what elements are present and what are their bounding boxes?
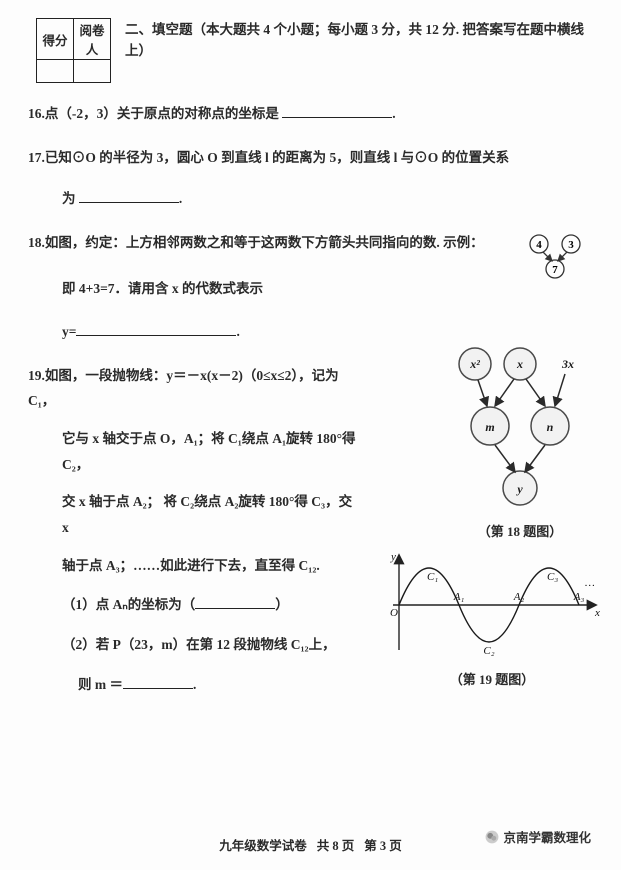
lbl-y: y bbox=[390, 551, 396, 563]
question-16: 16.点（-2，3）关于原点的对称点的坐标是 . bbox=[28, 101, 593, 127]
ex-node-a: 4 bbox=[536, 239, 542, 251]
question-18: 18.如图，约定：上方相邻两数之和等于这两数下方箭头共同指向的数. 示例： 即 … bbox=[28, 230, 593, 345]
q19-sub3-period: . bbox=[193, 677, 196, 692]
q19-sub1b: ） bbox=[275, 597, 289, 612]
diag-b: y bbox=[515, 482, 523, 496]
score-header-points: 得分 bbox=[37, 19, 74, 60]
diag-ml: m bbox=[485, 420, 494, 434]
score-cell-grader bbox=[74, 60, 111, 83]
q19-number: 19. bbox=[28, 368, 45, 383]
diag-mr: n bbox=[547, 420, 554, 434]
ex-node-b: 3 bbox=[568, 239, 574, 251]
lbl-dots: … bbox=[585, 577, 595, 589]
q19-sub3-blank bbox=[123, 675, 193, 688]
ex-node-c: 7 bbox=[552, 264, 558, 276]
lbl-o: O bbox=[390, 607, 398, 619]
score-table: 得分 阅卷人 bbox=[36, 18, 111, 83]
q19-svg: y x O C₁ C₂ C₃ A₁ A₂ A₃ … bbox=[381, 550, 603, 660]
q17-number: 17. bbox=[28, 150, 45, 165]
q19-sub3: 则 m ＝. bbox=[28, 672, 358, 698]
footer-c: 第 3 页 bbox=[364, 835, 402, 854]
q19-line1: 如图，一段抛物线：y＝－x(x－2)（0≤x≤2），记为 C₁， bbox=[28, 368, 339, 409]
q19-line2: 它与 x 轴交于点 O，A₁；将 C₁绕点 A₁旋转 180°得 C₂， bbox=[28, 426, 358, 477]
q18-y-line: y=. bbox=[28, 319, 513, 345]
question-19: 19.如图，一段抛物线：y＝－x(x－2)（0≤x≤2），记为 C₁， 它与 x… bbox=[28, 363, 358, 697]
header-row: 得分 阅卷人 二、填空题（本大题共 4 个小题；每小题 3 分，共 12 分. … bbox=[28, 18, 593, 83]
footer-b: 共 8 页 bbox=[317, 835, 355, 854]
q18-y-prefix: y= bbox=[62, 324, 76, 339]
footer-a: 九年级数学试卷 bbox=[219, 835, 307, 854]
q18-caption: （第 18 题图） bbox=[445, 521, 595, 540]
q17-period: . bbox=[179, 191, 182, 206]
watermark-text: 京南学霸数理化 bbox=[503, 827, 591, 846]
lbl-a3: A₃ bbox=[573, 591, 585, 603]
q19-line3: 交 x 轴于点 A₂； 将 C₂绕点 A₂旋转 180°得 C₃，交 x bbox=[28, 489, 358, 540]
q18-number: 18. bbox=[28, 235, 45, 250]
q19-sub1: （1）点 Aₙ的坐标为（ ） bbox=[28, 592, 358, 618]
q17-blank bbox=[79, 190, 179, 203]
lbl-c2: C₂ bbox=[483, 645, 494, 657]
q16-number: 16. bbox=[28, 106, 45, 121]
diag-tr: 3x bbox=[561, 357, 574, 371]
lbl-c1: C₁ bbox=[427, 571, 438, 583]
question-17: 17.已知⊙O 的半径为 3，圆心 O 到直线 l 的距离为 5，则直线 l 与… bbox=[28, 145, 593, 212]
q17-prefix: 为 bbox=[62, 191, 76, 206]
q18-example-diagram: 4 3 7 bbox=[521, 233, 591, 286]
q19-line4: 轴于点 A₃；……如此进行下去，直至得 C₁₂. bbox=[28, 553, 358, 579]
q16-text: 点（-2，3）关于原点的对称点的坐标是 bbox=[45, 106, 279, 121]
watermark: 京南学霸数理化 bbox=[485, 827, 591, 846]
score-cell-points bbox=[37, 60, 74, 83]
diag-tm: x bbox=[516, 357, 523, 371]
exam-page: 得分 阅卷人 二、填空题（本大题共 4 个小题；每小题 3 分，共 12 分. … bbox=[0, 0, 621, 870]
q16-period: . bbox=[392, 106, 395, 121]
q18-example-svg: 4 3 7 bbox=[521, 233, 591, 281]
q18-example: 即 4+3=7．请用含 x 的代数式表示 bbox=[28, 276, 513, 302]
q17-line1: 已知⊙O 的半径为 3，圆心 O 到直线 l 的距离为 5，则直线 l 与⊙O … bbox=[45, 150, 509, 165]
q19-caption: （第 19 题图） bbox=[381, 669, 603, 688]
score-header-grader: 阅卷人 bbox=[74, 19, 111, 60]
lbl-a1: A₁ bbox=[453, 591, 465, 603]
q19-sub1a: （1）点 Aₙ的坐标为（ bbox=[62, 597, 195, 612]
lbl-a2: A₂ bbox=[513, 591, 525, 603]
q18-blank bbox=[76, 323, 236, 336]
q19-diagram: y x O C₁ C₂ C₃ A₁ A₂ A₃ … （第 19 题图） bbox=[381, 550, 603, 688]
q19-sub3-prefix: 则 m ＝ bbox=[78, 677, 123, 692]
lbl-c3: C₃ bbox=[547, 571, 558, 583]
q18-period: . bbox=[236, 324, 239, 339]
q18-diagram-svg: x² x 3x m n y bbox=[445, 342, 595, 512]
q17-line2: 为 . bbox=[28, 186, 593, 212]
q19-sub2: （2）若 P（23，m）在第 12 段抛物线 C₁₂上， bbox=[28, 632, 358, 658]
q18-main-diagram: x² x 3x m n y （第 18 题图） bbox=[445, 342, 595, 540]
lbl-x: x bbox=[594, 607, 600, 619]
q16-blank bbox=[282, 105, 392, 118]
q18-line1: 如图，约定：上方相邻两数之和等于这两数下方箭头共同指向的数. 示例： bbox=[45, 235, 484, 250]
wechat-icon bbox=[485, 830, 499, 844]
diag-tl: x² bbox=[469, 357, 480, 371]
section-title: 二、填空题（本大题共 4 个小题；每小题 3 分，共 12 分. 把答案写在题中… bbox=[125, 18, 593, 62]
q19-sub1-blank bbox=[195, 596, 275, 609]
